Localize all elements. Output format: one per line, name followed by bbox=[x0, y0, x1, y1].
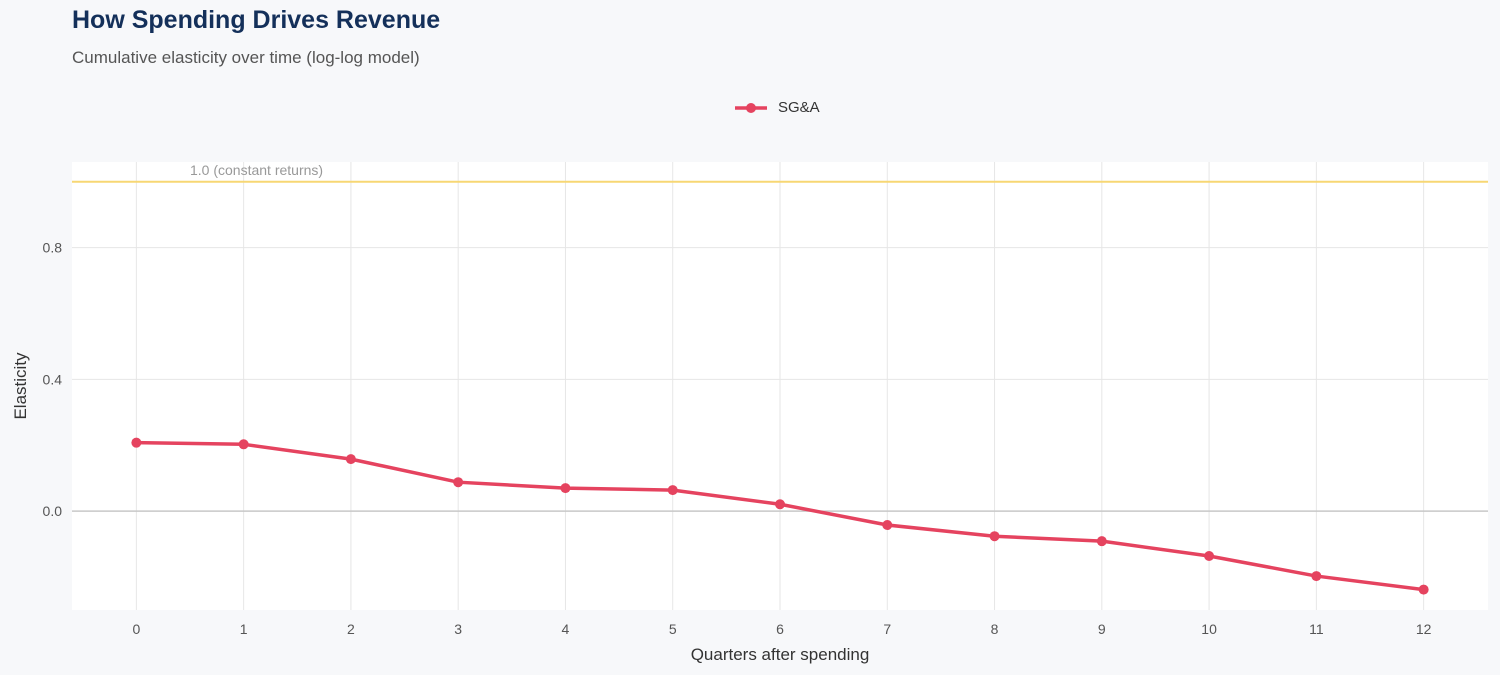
data-point bbox=[667, 485, 678, 496]
x-tick-label: 7 bbox=[883, 621, 891, 637]
data-point bbox=[1311, 571, 1322, 582]
x-tick-label: 9 bbox=[1098, 621, 1106, 637]
x-axis-label: Quarters after spending bbox=[691, 645, 870, 664]
x-tick-label: 5 bbox=[669, 621, 677, 637]
x-tick-label: 2 bbox=[347, 621, 355, 637]
data-point bbox=[1096, 536, 1107, 547]
x-tick-label: 0 bbox=[132, 621, 140, 637]
x-tick-label: 1 bbox=[240, 621, 248, 637]
chart-title: How Spending Drives Revenue bbox=[72, 6, 441, 34]
x-tick-label: 8 bbox=[991, 621, 999, 637]
y-tick-label: 0.8 bbox=[43, 240, 63, 256]
data-point bbox=[882, 520, 893, 531]
reference-line-label: 1.0 (constant returns) bbox=[190, 162, 323, 178]
legend: SG&A bbox=[734, 99, 820, 116]
data-point bbox=[989, 531, 1000, 542]
x-tick-label: 11 bbox=[1309, 621, 1324, 637]
x-tick-label: 6 bbox=[776, 621, 784, 637]
data-point bbox=[453, 477, 464, 488]
data-point bbox=[238, 439, 249, 450]
data-point bbox=[131, 437, 142, 448]
x-tick-label: 4 bbox=[562, 621, 570, 637]
x-tick-label: 12 bbox=[1416, 621, 1432, 637]
legend-label: SG&A bbox=[778, 99, 820, 116]
data-point bbox=[560, 483, 571, 494]
x-tick-label: 10 bbox=[1201, 621, 1217, 637]
y-tick-label: 0.0 bbox=[43, 503, 63, 519]
legend-swatch-icon bbox=[735, 102, 767, 113]
data-point bbox=[345, 454, 356, 465]
data-point bbox=[1418, 584, 1429, 595]
y-axis-label: Elasticity bbox=[11, 352, 30, 420]
x-tick-label: 3 bbox=[454, 621, 462, 637]
chart-subtitle: Cumulative elasticity over time (log-log… bbox=[72, 48, 420, 67]
data-point bbox=[775, 499, 785, 510]
data-point bbox=[1204, 550, 1215, 561]
y-tick-label: 0.4 bbox=[43, 371, 63, 387]
